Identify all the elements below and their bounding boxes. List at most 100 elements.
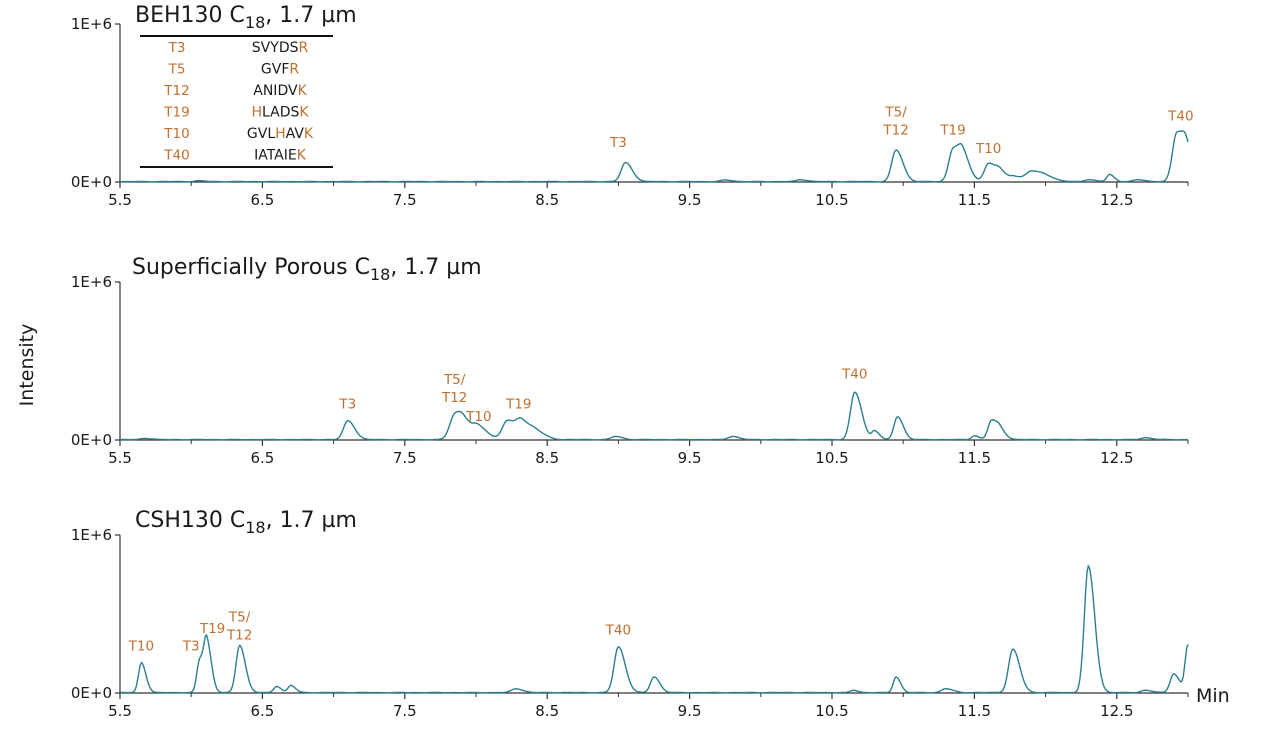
x-tick-label: 8.5: [535, 702, 559, 720]
x-tick-label: 11.5: [958, 191, 991, 209]
peak-label: T19: [939, 123, 965, 139]
legend-residue: I: [273, 83, 277, 99]
peak-label: T3: [609, 135, 627, 151]
chart-panel-2: Superficially Porous C18, 1.7 µm 0E+0 1E+6…: [71, 255, 1189, 467]
chromatogram-trace: [120, 130, 1189, 183]
legend-residue: R: [289, 62, 299, 78]
legend-residue: D: [280, 105, 291, 121]
legend-residue: R: [298, 40, 308, 56]
legend-residue: A: [286, 126, 296, 142]
legend-peptide-sequence: GVLHAVK: [247, 126, 314, 142]
legend-residue: V: [272, 62, 282, 78]
peak-label: T19: [199, 621, 225, 637]
chromatogram-trace: [119, 564, 1189, 694]
x-tick-label: 6.5: [250, 449, 274, 467]
legend-residue: G: [261, 62, 272, 78]
x-tick-label: 5.5: [108, 449, 132, 467]
peak-label: T40: [1167, 108, 1193, 124]
x-tick-label: 10.5: [815, 449, 848, 467]
legend-residue: D: [279, 40, 290, 56]
panel-title: Superficially Porous C18, 1.7 µm: [132, 255, 482, 284]
x-tick-label: 6.5: [250, 191, 274, 209]
legend-residue: F: [281, 62, 289, 78]
panel-title-tail: , 1.7 µm: [266, 508, 357, 533]
panel-title-main: CSH130 C: [135, 508, 245, 533]
y-tick-label: 0E+0: [71, 431, 112, 449]
legend-residue: S: [290, 105, 299, 121]
legend-residue: E: [288, 148, 297, 164]
panel-title: BEH130 C18, 1.7 µm: [135, 3, 357, 32]
panel-title-subscript: 18: [370, 265, 390, 284]
legend-residue: V: [288, 83, 298, 99]
x-tick-label: 11.5: [958, 449, 991, 467]
x-tick-label: 7.5: [393, 702, 417, 720]
legend-residue: V: [258, 126, 268, 142]
peak-label: T3: [182, 638, 200, 654]
panel-title-tail: , 1.7 µm: [390, 255, 481, 280]
peak-label: T3: [338, 396, 356, 412]
legend-peptide-sequence: HLADSK: [251, 105, 309, 121]
x-tick-label: 12.5: [1100, 702, 1133, 720]
legend-residue: K: [298, 83, 308, 99]
legend-residue: D: [277, 83, 288, 99]
legend-residue: Y: [269, 40, 279, 56]
legend-residue: L: [267, 126, 275, 142]
legend-residue: H: [251, 105, 262, 121]
legend-peptide-label: T10: [163, 126, 189, 142]
chart-panel-1: BEH130 C18, 1.7 µm 0E+0 1E+6 5.5 6.5 7.5 8.5 9.…: [71, 3, 1194, 209]
legend-residue: N: [263, 83, 273, 99]
x-tick-label: 12.5: [1100, 191, 1133, 209]
x-axis-unit-label: Min: [1196, 685, 1230, 707]
panel-title-tail: , 1.7 µm: [265, 3, 356, 28]
peak-label: T10: [465, 409, 491, 425]
y-tick-label: 0E+0: [71, 684, 112, 702]
x-tick-label: 9.5: [678, 191, 702, 209]
legend-peptide-label: T19: [163, 105, 189, 121]
panel-title-subscript: 18: [245, 13, 265, 32]
peak-label: T10: [975, 141, 1001, 157]
x-tick-label: 8.5: [535, 449, 559, 467]
x-tick-label: 7.5: [393, 449, 417, 467]
legend-residue: I: [284, 148, 288, 164]
legend-residue: A: [258, 148, 268, 164]
peak-label: T12: [882, 123, 908, 139]
x-tick-label: 9.5: [678, 702, 702, 720]
y-tick-label: 0E+0: [71, 173, 112, 191]
y-tick-label: 1E+6: [71, 15, 112, 33]
legend-peptide-label: T5: [168, 62, 186, 78]
x-tick-label: 8.5: [535, 191, 559, 209]
y-tick-label: 1E+6: [71, 526, 112, 544]
panel-title-main: BEH130 C: [135, 3, 245, 28]
panel-title-main: Superficially Porous C: [132, 255, 370, 280]
x-tick-label: 7.5: [393, 191, 417, 209]
legend-residue: K: [304, 126, 314, 142]
legend-peptide-label: T40: [163, 148, 189, 164]
x-tick-label: 11.5: [958, 702, 991, 720]
peak-label: T40: [605, 623, 631, 639]
panel-title-subscript: 18: [245, 518, 265, 537]
legend-peptide-label: T3: [168, 40, 186, 56]
legend-peptide-sequence: IATAIEK: [254, 148, 307, 164]
legend-peptide-sequence: SVYDSR: [252, 40, 309, 56]
legend-residue: S: [290, 40, 299, 56]
peak-label: T5/: [443, 372, 466, 388]
x-tick-label: 10.5: [815, 191, 848, 209]
chromatogram-trace: [119, 391, 1188, 441]
legend-peptide-sequence: GVFR: [261, 62, 300, 78]
legend-residue: A: [270, 105, 280, 121]
legend-residue: V: [261, 40, 271, 56]
peak-label: T19: [505, 396, 531, 412]
y-tick-label: 1E+6: [71, 273, 112, 291]
peak-label: T40: [841, 366, 867, 382]
x-tick-label: 9.5: [678, 449, 702, 467]
x-tick-label: 6.5: [250, 702, 274, 720]
x-tick-label: 5.5: [108, 191, 132, 209]
panel-title: CSH130 C18, 1.7 µm: [135, 508, 357, 537]
legend-residue: S: [252, 40, 261, 56]
legend-residue: K: [297, 148, 307, 164]
legend-residue: A: [253, 83, 263, 99]
legend-peptide-label: T12: [163, 83, 189, 99]
